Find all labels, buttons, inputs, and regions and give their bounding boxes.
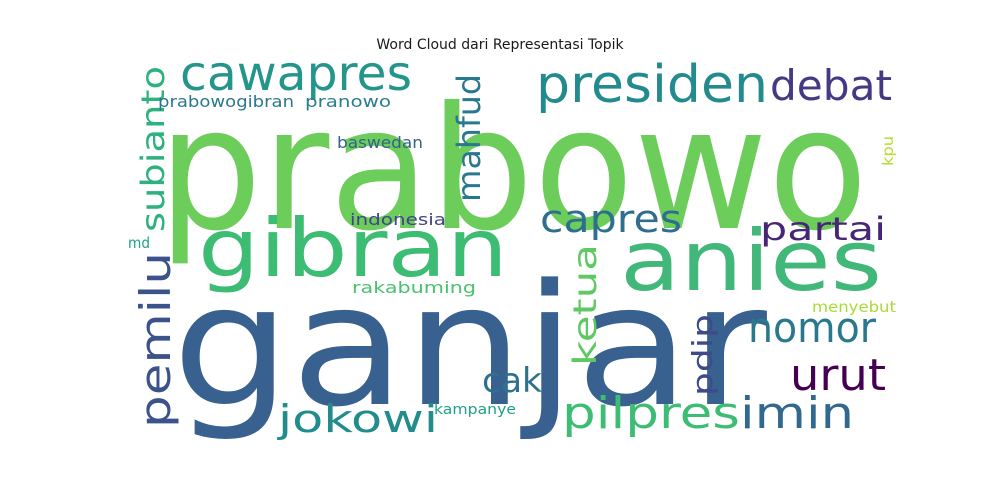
word-cawapres: cawapres — [180, 46, 412, 102]
word-pranowo: pranowo — [305, 92, 391, 111]
word-md: md — [128, 234, 150, 252]
word-baswedan: baswedan — [337, 133, 423, 152]
word-presiden: presiden — [536, 55, 768, 115]
word-partai: partai — [760, 210, 886, 248]
word-kampanye: kampanye — [434, 402, 516, 418]
word-jokowi: jokowi — [277, 397, 438, 441]
word-debat: debat — [770, 61, 892, 110]
word-anies: anies — [620, 212, 882, 310]
word-imin: imin — [740, 388, 854, 439]
word-pdip: pdip — [686, 314, 719, 396]
word-mahfud: mahfud — [450, 74, 488, 202]
word-ketua: ketua — [566, 244, 604, 366]
word-menyebut: menyebut — [812, 298, 896, 316]
word-pemilu: pemilu — [131, 252, 180, 428]
word-subianto: subianto — [134, 66, 172, 232]
word-cak: cak — [482, 361, 542, 401]
word-kpu: kpu — [879, 136, 897, 166]
word-pilpres: pilpres — [562, 388, 740, 439]
word-ganjar: ganjar — [172, 248, 768, 444]
word-prabowo: prabowo — [158, 71, 868, 269]
word-prabowogibran: prabowogibran — [158, 92, 294, 111]
word-nomor: nomor — [748, 303, 877, 352]
word-rakabuming: rakabuming — [352, 278, 476, 297]
word-urut: urut — [790, 350, 886, 401]
word-indonesia: indonesia — [350, 210, 446, 229]
word-gibran: gibran — [198, 202, 508, 295]
word-capres: capres — [540, 197, 682, 241]
chart-title: Word Cloud dari Representasi Topik — [376, 37, 624, 53]
